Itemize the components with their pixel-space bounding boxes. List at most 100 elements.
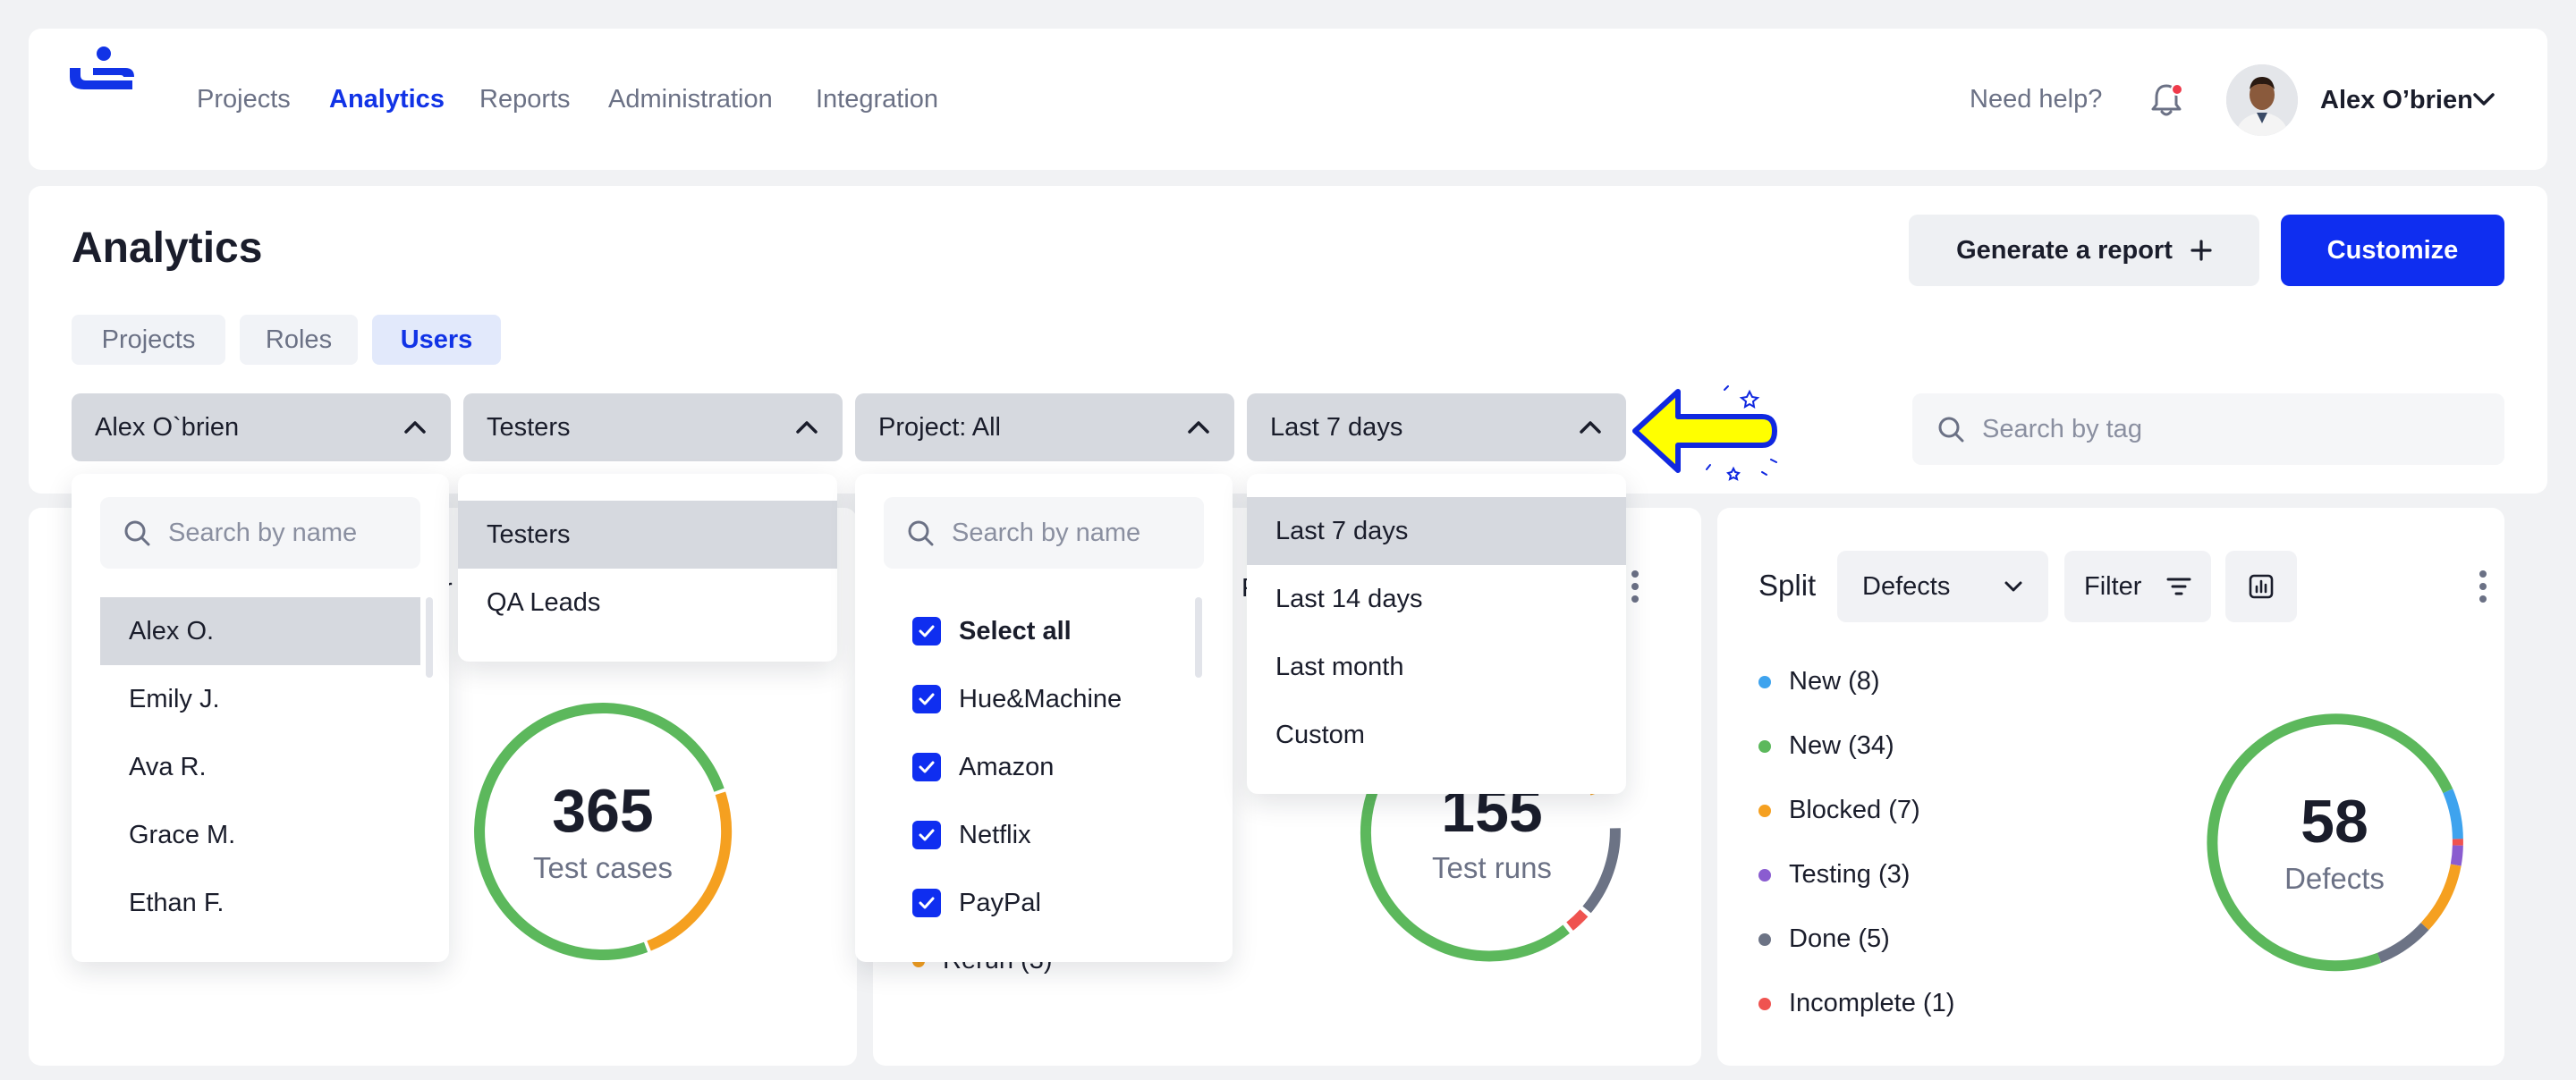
filter-lines-icon	[2166, 578, 2191, 595]
project-option-label: PayPal	[959, 888, 1041, 917]
period-option[interactable]: Last 7 days	[1247, 497, 1626, 565]
chart-type-button[interactable]	[2225, 551, 2297, 622]
defects-legend-item: Incomplete (1)	[1758, 989, 1954, 1018]
tab-users[interactable]: Users	[372, 315, 501, 365]
legend-dot	[1758, 997, 1771, 1010]
period-option[interactable]: Last 14 days	[1275, 584, 1423, 613]
legend-label: Incomplete (1)	[1789, 989, 1955, 1017]
legend-dot	[1758, 675, 1771, 688]
search-icon	[908, 520, 934, 546]
generate-report-button[interactable]: Generate a report	[1909, 215, 2259, 286]
chevron-up-icon	[1580, 421, 1601, 434]
user-avatar[interactable]	[2226, 64, 2298, 136]
defects-legend-item: New (8)	[1758, 667, 1880, 696]
nav-integration[interactable]: Integration	[816, 85, 939, 114]
project-search-placeholder: Search by name	[952, 518, 1141, 547]
legend-label: Blocked (7)	[1789, 796, 1920, 824]
project-option-label: Amazon	[959, 752, 1055, 781]
project-option-label: Hue&Machine	[959, 684, 1123, 713]
filter-button[interactable]: Filter	[2064, 551, 2211, 622]
project-option[interactable]: PayPal	[912, 869, 1190, 937]
period-option[interactable]: Custom	[1275, 720, 1365, 749]
test-runs-label: Test runs	[1432, 851, 1552, 884]
user-option[interactable]: Grace M.	[129, 820, 236, 849]
need-help-link[interactable]: Need help?	[1970, 85, 2103, 114]
checkbox-checked-icon[interactable]	[912, 889, 941, 917]
checkbox-checked-icon[interactable]	[912, 821, 941, 849]
project-option[interactable]: Hue&Machine	[912, 665, 1190, 733]
period-option[interactable]: Last month	[1275, 652, 1404, 681]
user-filter-value: Alex O`brien	[95, 412, 240, 442]
period-dropdown-menu: Last 7 days Last 14 days Last month Cust…	[1247, 474, 1626, 794]
pointer-arrow-icon	[1632, 385, 1777, 481]
scrollbar[interactable]	[426, 597, 433, 678]
legend-label: Testing (3)	[1789, 860, 1911, 889]
search-by-tag-input[interactable]: Search by tag	[1912, 393, 2504, 465]
legend-dot	[1758, 739, 1771, 753]
defects-legend-item: New (34)	[1758, 731, 1894, 761]
search-by-tag-placeholder: Search by tag	[1982, 414, 2142, 443]
user-name[interactable]: Alex O’brien	[2320, 86, 2473, 114]
checkbox-checked-icon[interactable]	[912, 753, 941, 781]
checkbox-checked-icon[interactable]	[912, 685, 941, 713]
user-option[interactable]: Alex O.	[100, 597, 420, 665]
period-filter-select[interactable]: Last 7 days	[1247, 393, 1626, 461]
customize-button[interactable]: Customize	[2281, 215, 2504, 286]
legend-label: New (34)	[1789, 731, 1894, 760]
user-filter-select[interactable]: Alex O`brien	[72, 393, 451, 461]
user-option[interactable]: Ava R.	[129, 752, 207, 781]
project-filter-select[interactable]: Project: All	[855, 393, 1234, 461]
chevron-down-icon	[2004, 581, 2022, 592]
scrollbar[interactable]	[1195, 597, 1202, 678]
plus-icon	[2190, 240, 2212, 261]
defects-label: Defects	[2284, 862, 2385, 895]
more-options-icon[interactable]	[1630, 569, 1640, 604]
role-option[interactable]: Testers	[458, 501, 837, 569]
chevron-up-icon	[1188, 421, 1209, 434]
project-option[interactable]: Amazon	[912, 733, 1190, 801]
user-search-input[interactable]: Search by name	[100, 497, 420, 569]
page-title: Analytics	[72, 224, 263, 272]
defects-donut-chart	[2207, 713, 2463, 972]
legend-label: Done (5)	[1789, 924, 1890, 953]
role-filter-value: Testers	[487, 412, 571, 442]
generate-report-label: Generate a report	[1956, 235, 2173, 265]
role-filter-select[interactable]: Testers	[463, 393, 843, 461]
chevron-down-icon[interactable]	[2472, 91, 2496, 107]
top-navigation-bar	[29, 29, 2547, 170]
checkbox-checked-icon[interactable]	[912, 617, 941, 645]
notification-bell-icon[interactable]	[2147, 80, 2186, 120]
user-option[interactable]: Emily J.	[129, 684, 220, 713]
test-cases-label: Test cases	[533, 851, 673, 884]
nav-administration[interactable]: Administration	[608, 85, 773, 114]
period-filter-value: Last 7 days	[1270, 412, 1403, 442]
role-dropdown-menu: Testers QA Leads	[458, 474, 837, 662]
nav-analytics[interactable]: Analytics	[329, 85, 445, 114]
user-option[interactable]: Ethan F.	[129, 888, 225, 917]
role-option[interactable]: QA Leads	[487, 587, 601, 617]
nav-projects[interactable]: Projects	[197, 85, 291, 114]
defects-legend-item: Done (5)	[1758, 924, 1890, 954]
search-icon	[1938, 417, 1964, 443]
project-search-input[interactable]: Search by name	[884, 497, 1204, 569]
bar-chart-icon	[2249, 574, 2274, 599]
defects-count: 58	[2301, 788, 2368, 856]
tab-roles[interactable]: Roles	[240, 315, 358, 365]
user-search-placeholder: Search by name	[168, 518, 358, 547]
legend-label: New (8)	[1789, 667, 1880, 696]
defects-legend-item: Blocked (7)	[1758, 796, 1920, 825]
project-filter-value: Project: All	[878, 412, 1001, 442]
tab-projects[interactable]: Projects	[72, 315, 225, 365]
project-option-label: Select all	[959, 616, 1072, 645]
split-type-select[interactable]: Defects	[1837, 551, 2048, 622]
nav-reports[interactable]: Reports	[479, 85, 571, 114]
app-logo-icon[interactable]	[57, 45, 143, 98]
project-option[interactable]: Netflix	[912, 801, 1190, 869]
user-dropdown-menu: Search by name Alex O. Emily J. Ava R. G…	[72, 474, 449, 962]
filter-label: Filter	[2084, 571, 2142, 601]
test-cases-donut-chart	[474, 703, 733, 960]
legend-dot	[1758, 868, 1771, 882]
project-option-select-all[interactable]: Select all	[912, 597, 1190, 665]
more-options-icon[interactable]	[2478, 569, 2488, 604]
project-option-label: Netflix	[959, 820, 1031, 849]
